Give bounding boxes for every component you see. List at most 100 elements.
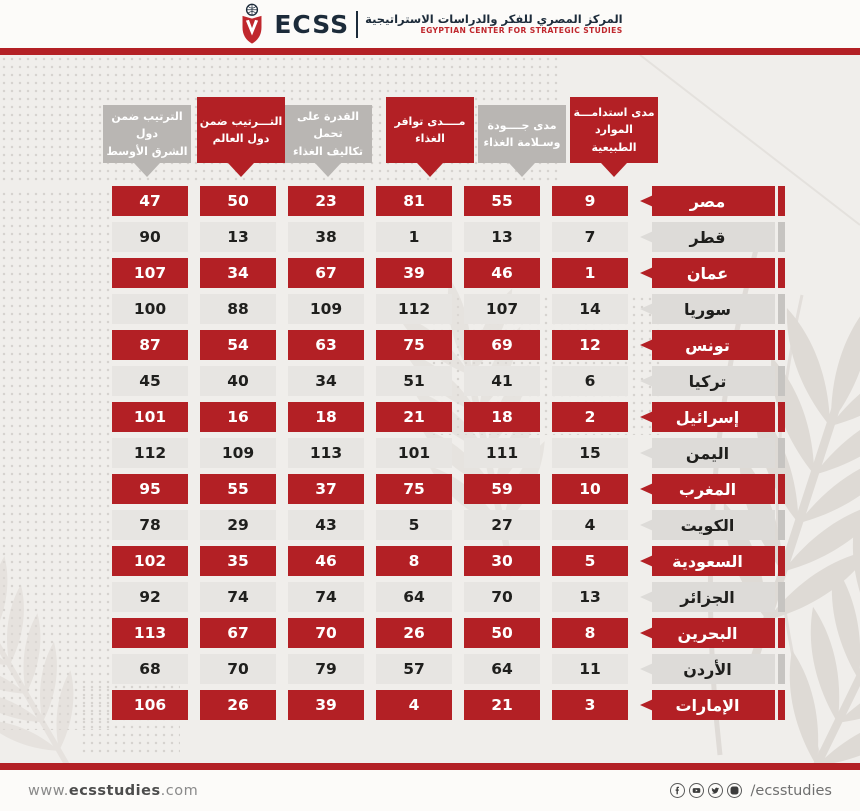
value-cell: 95: [112, 474, 188, 504]
value-cell: 34: [288, 366, 364, 396]
value-cell: 21: [376, 402, 452, 432]
value-cell: 29: [200, 510, 276, 540]
value-cell: 13: [552, 582, 628, 612]
ecss-logo: ECSS المركز المصري للفكر والدراسات الاست…: [237, 3, 623, 45]
value-cell: 10: [552, 474, 628, 504]
value-cell: 101: [376, 438, 452, 468]
header-bar: ECSS المركز المصري للفكر والدراسات الاست…: [0, 0, 860, 48]
value-cell: 107: [464, 294, 540, 324]
country-label: إسرائيل: [640, 402, 785, 432]
value-cell: 39: [376, 258, 452, 288]
value-cell: 26: [376, 618, 452, 648]
country-name: إسرائيل: [640, 402, 775, 432]
value-cell: 64: [464, 654, 540, 684]
country-label: عمان: [640, 258, 785, 288]
value-cell: 74: [200, 582, 276, 612]
top-red-divider: [0, 48, 860, 55]
logo-text: ECSS: [274, 9, 350, 39]
row-accent-bar: [778, 222, 785, 252]
value-cell: 46: [288, 546, 364, 576]
value-cell: 55: [200, 474, 276, 504]
value-cell: 87: [112, 330, 188, 360]
row-accent-bar: [778, 618, 785, 648]
value-cell: 50: [200, 186, 276, 216]
country-name: تونس: [640, 330, 775, 360]
value-cell: 4: [552, 510, 628, 540]
value-cell: 15: [552, 438, 628, 468]
value-cell: 1: [552, 258, 628, 288]
country-name: المغرب: [640, 474, 775, 504]
row-accent-bar: [778, 510, 785, 540]
value-cell: 13: [200, 222, 276, 252]
value-cell: 43: [288, 510, 364, 540]
value-cell: 92: [112, 582, 188, 612]
org-name-arabic: المركز المصري للفكر والدراسات الاستراتيج…: [365, 12, 623, 27]
value-cell: 69: [464, 330, 540, 360]
value-cell: 13: [464, 222, 540, 252]
value-cell: 41: [464, 366, 540, 396]
value-cell: 59: [464, 474, 540, 504]
country-label: الإمارات: [640, 690, 785, 720]
value-cell: 1: [376, 222, 452, 252]
youtube-icon: [688, 783, 704, 798]
value-cell: 9: [552, 186, 628, 216]
value-cell: 5: [376, 510, 452, 540]
value-cell: 70: [288, 618, 364, 648]
value-cell: 70: [200, 654, 276, 684]
main-area: مدى استدامـــة الموارد الطبيعية مدى جـــ…: [0, 55, 860, 763]
twitter-icon: [707, 783, 723, 798]
value-cell: 75: [376, 330, 452, 360]
column-header-food-quality-safety: مدى جــــودة وسـلامة الغذاء: [478, 105, 566, 163]
value-cell: 79: [288, 654, 364, 684]
value-cell: 51: [376, 366, 452, 396]
value-cell: 68: [112, 654, 188, 684]
row-accent-bar: [778, 294, 785, 324]
country-name: مصر: [640, 186, 775, 216]
value-cell: 11: [552, 654, 628, 684]
value-cell: 21: [464, 690, 540, 720]
website-prefix: www.: [28, 782, 69, 799]
row-accent-bar: [778, 402, 785, 432]
value-cell: 113: [112, 618, 188, 648]
org-name-english: EGYPTIAN CENTER FOR STRATEGIC STUDIES: [420, 26, 623, 36]
country-label: اليمن: [640, 438, 785, 468]
country-name: عمان: [640, 258, 775, 288]
value-cell: 102: [112, 546, 188, 576]
value-cell: 67: [288, 258, 364, 288]
value-cell: 34: [200, 258, 276, 288]
value-cell: 39: [288, 690, 364, 720]
country-name: قطر: [640, 222, 775, 252]
website-name: ecsstudies: [68, 782, 161, 799]
value-cell: 100: [112, 294, 188, 324]
value-cell: 40: [200, 366, 276, 396]
country-name: الجزائر: [640, 582, 775, 612]
value-cell: 113: [288, 438, 364, 468]
row-accent-bar: [778, 330, 785, 360]
social-handle: /ecsstudies: [750, 782, 832, 799]
value-cell: 8: [376, 546, 452, 576]
value-cell: 64: [376, 582, 452, 612]
website-suffix: .com: [160, 782, 199, 799]
value-cell: 18: [288, 402, 364, 432]
country-name: الأردن: [640, 654, 775, 684]
value-cell: 26: [200, 690, 276, 720]
country-name: سوريا: [640, 294, 775, 324]
social-links: /ecsstudies: [669, 782, 832, 799]
instagram-icon: [726, 783, 742, 798]
value-cell: 88: [200, 294, 276, 324]
value-cell: 35: [200, 546, 276, 576]
facebook-icon: [669, 783, 685, 798]
row-accent-bar: [778, 366, 785, 396]
value-cell: 14: [552, 294, 628, 324]
value-cell: 45: [112, 366, 188, 396]
value-cell: 4: [376, 690, 452, 720]
value-cell: 81: [376, 186, 452, 216]
value-cell: 75: [376, 474, 452, 504]
value-cell: 23: [288, 186, 364, 216]
country-label: الكويت: [640, 510, 785, 540]
value-cell: 12: [552, 330, 628, 360]
value-cell: 112: [376, 294, 452, 324]
value-cell: 47: [112, 186, 188, 216]
value-cell: 50: [464, 618, 540, 648]
value-cell: 54: [200, 330, 276, 360]
